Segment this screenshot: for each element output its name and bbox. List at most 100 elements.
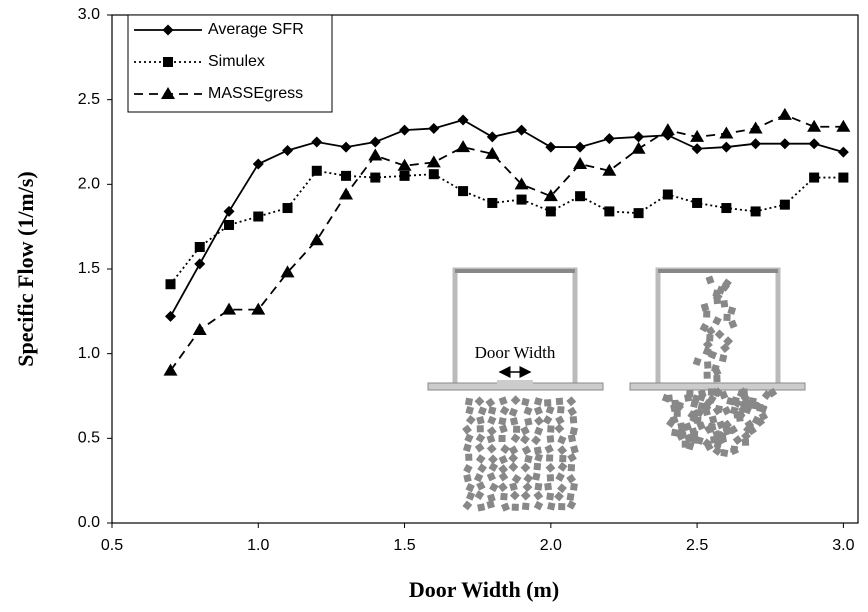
person [732,435,743,445]
person [697,389,707,398]
person [702,407,711,417]
marker [339,187,354,200]
marker [750,206,761,217]
person [508,462,519,472]
person [758,404,768,414]
person [567,434,577,443]
person [533,500,544,511]
person [533,462,542,471]
person [557,445,568,456]
person [741,431,751,441]
legend-marker [161,87,175,99]
person [741,438,750,446]
marker [808,138,820,150]
person [767,387,778,398]
person [546,435,555,443]
person [557,461,568,472]
person [510,433,521,444]
person [706,334,714,342]
person [555,397,564,406]
marker [456,140,471,153]
person [476,481,486,491]
marker [487,197,498,208]
marker [836,119,851,132]
person [702,438,713,449]
marker [309,233,324,246]
person [712,367,722,377]
person [685,441,695,451]
person [554,491,564,502]
person [523,473,534,484]
person [488,454,498,465]
marker [514,177,529,190]
person [465,406,474,415]
person [474,490,485,500]
person [716,420,726,430]
person [510,395,521,406]
series-line [169,113,844,372]
person [723,313,731,322]
marker [224,219,235,230]
person [714,404,723,414]
person [703,310,711,318]
person [566,396,577,407]
person [740,388,749,397]
marker [370,172,381,183]
person [533,397,543,406]
person [697,402,706,411]
person [700,302,710,312]
person [695,436,704,445]
room [452,267,578,388]
marker [165,279,176,290]
marker [838,172,849,183]
person [534,453,544,462]
marker [253,211,264,222]
marker [194,258,206,270]
marker [192,322,207,335]
marker [720,141,732,153]
person [547,425,555,433]
legend-label: MASSEgress [208,85,303,102]
person [464,433,474,443]
person [475,433,486,444]
person [669,415,679,425]
person [545,405,555,415]
marker [165,310,177,322]
person [476,425,484,433]
person [730,406,739,415]
person [567,406,577,417]
person [545,454,554,462]
person [524,417,533,426]
marker [748,121,763,134]
marker [486,131,498,143]
y-tick-label: 2.0 [78,176,100,193]
y-tick-label: 2.5 [78,91,100,108]
marker [311,136,323,148]
person [567,452,577,463]
person [520,425,530,436]
person [720,299,729,308]
person [462,424,472,435]
marker [399,170,410,181]
marker [282,203,293,214]
marker [779,199,790,210]
person [463,463,473,474]
person [547,502,556,511]
person [463,473,472,483]
person [716,435,727,445]
person [566,492,575,501]
marker [719,126,734,139]
person [489,482,499,493]
marker [574,141,586,153]
inset-label: Door Width [475,343,556,362]
marker [341,170,352,181]
person [485,397,496,408]
inset-illustration: Door Width [427,267,806,512]
person [708,350,718,360]
person [465,415,476,425]
marker [194,241,205,252]
person [544,482,552,491]
x-tick-label: 0.5 [101,537,123,554]
person [714,329,725,340]
